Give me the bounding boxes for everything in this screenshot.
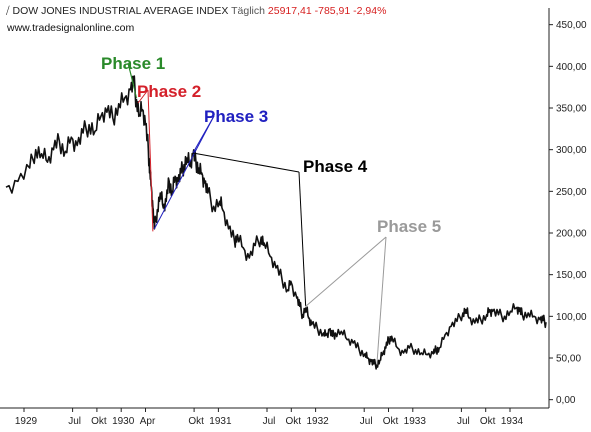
y-tick-label: 300,00: [556, 145, 587, 156]
x-tick-label: Jul: [68, 416, 81, 427]
x-tick-label: Okt: [480, 416, 496, 427]
phase-label: Phase 3: [204, 107, 268, 126]
x-tick-label: Apr: [140, 416, 156, 427]
interval-label: Täglich: [231, 5, 265, 17]
y-tick-label: 350,00: [556, 104, 587, 115]
x-tick-label: 1933: [404, 416, 427, 427]
phase-pointer-line: [192, 115, 215, 154]
phase-pointer-line: [127, 62, 138, 99]
price-line: [5, 75, 547, 370]
price-change: -785,91: [314, 5, 351, 17]
phase-pointer-line: [153, 115, 215, 230]
y-tick-label: 400,00: [556, 62, 587, 73]
x-tick-label: Jul: [263, 416, 276, 427]
phase-pointer-line: [376, 236, 387, 365]
chart-title: DOW JONES INDUSTRIAL AVERAGE INDEX: [12, 5, 229, 17]
source-url: www.tradesignalonline.com: [7, 22, 135, 34]
phase-pointer-line: [137, 89, 149, 104]
y-tick-label: 100,00: [556, 312, 587, 323]
x-tick-label: Okt: [286, 416, 302, 427]
price-series: [5, 75, 547, 370]
x-tick-label: 1930: [112, 416, 135, 427]
y-tick-label: 250,00: [556, 187, 587, 198]
last-price: 25917,41: [267, 5, 312, 17]
x-axis-ticks: 1929 Jul Okt 1930 Apr Okt 1931 Jul Okt 1932 Jul Okt…: [15, 408, 524, 427]
price-change-percent: -2,94%: [353, 5, 387, 17]
x-tick-label: Okt: [188, 416, 204, 427]
x-tick-label: 1932: [306, 416, 329, 427]
x-tick-label: 1934: [501, 416, 524, 427]
x-tick-label: Okt: [383, 416, 399, 427]
x-tick-label: Okt: [91, 416, 107, 427]
phase-pointer-line: [305, 236, 387, 307]
phase-pointer-line: [298, 171, 307, 307]
y-tick-label: 0,00: [556, 395, 576, 406]
y-tick-label: 200,00: [556, 229, 587, 240]
phase-pointer-line: [147, 89, 154, 232]
y-tick-label: 450,00: [556, 20, 587, 31]
phase-label: Phase 5: [377, 217, 441, 236]
y-axis-ticks: 450,00 400,00 350,00 300,00 250,00 200,00 150,…: [549, 20, 587, 406]
x-tick-label: Jul: [457, 416, 470, 427]
x-tick-label: Jul: [360, 416, 373, 427]
phase-label: Phase 4: [303, 157, 368, 176]
chart-header: ⧸ DOW JONES INDUSTRIAL AVERAGE INDEX Täg…: [6, 5, 386, 18]
y-tick-label: 50,00: [556, 354, 581, 365]
x-tick-label: 1931: [209, 416, 232, 427]
x-tick-label: 1929: [15, 416, 38, 427]
phase-pointer-line: [192, 152, 300, 173]
y-tick-label: 150,00: [556, 270, 587, 281]
phase-label: Phase 1: [101, 54, 165, 73]
phase-label: Phase 2: [137, 82, 201, 101]
chart-symbol-icon: ⧸: [6, 5, 10, 17]
